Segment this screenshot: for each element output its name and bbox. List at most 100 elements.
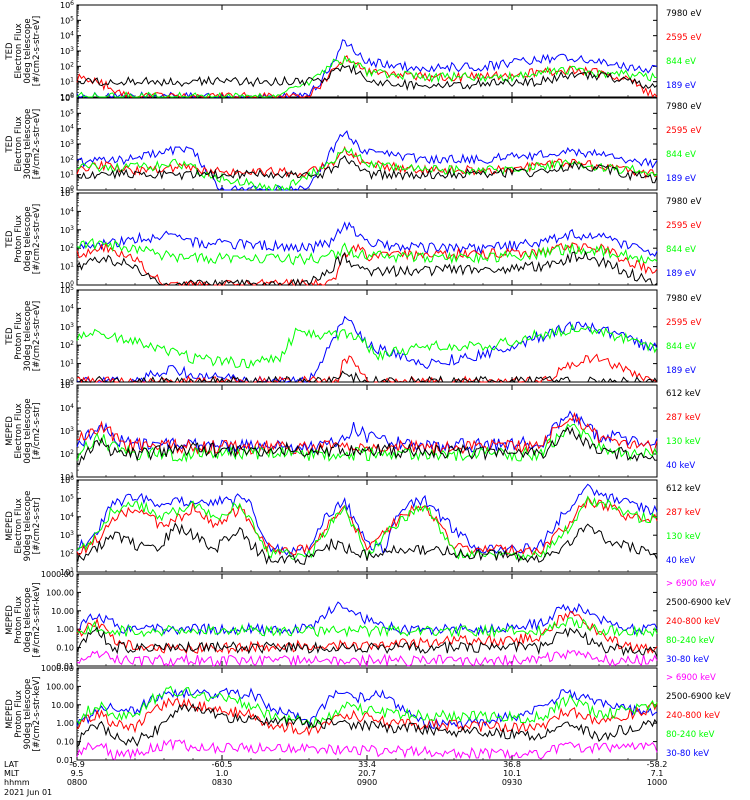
y-tick-label: 105	[60, 493, 74, 503]
legend-entry: 844 eV	[666, 245, 696, 255]
legend-entry: > 6900 keV	[666, 673, 716, 683]
legend-entry: 189 eV	[666, 269, 696, 279]
series-line-black	[76, 703, 658, 748]
y-tick-label: 106	[60, 475, 74, 485]
series-line-magenta	[76, 738, 658, 761]
y-tick-label: 100	[60, 92, 74, 102]
series-line-blue	[76, 39, 658, 99]
y-tick-label: 0.10	[56, 738, 74, 747]
series-line-red	[76, 241, 658, 287]
y-tick-label: 101	[60, 262, 74, 272]
legend-entry: 189 eV	[666, 366, 696, 376]
y-tick-label: 100	[60, 377, 74, 387]
y-tick-label: 105	[60, 188, 74, 198]
y-axis-label: MEPED	[5, 605, 15, 635]
y-axis-label: Electron Flux	[14, 403, 24, 458]
legend-entry: 7980 eV	[666, 197, 702, 207]
legend-entry: 2595 eV	[666, 126, 702, 136]
y-tick-label: 1.00	[56, 625, 74, 634]
y-tick-label: 10.00	[51, 607, 74, 616]
y-axis-label: 0deg telescope	[23, 18, 33, 83]
panel-7: 0.01 0.10 1.00 10.00 100.00 1000.00 MEPED Proto…	[5, 570, 731, 671]
y-axis-label: [#/cm2-s-str-keV]	[32, 677, 42, 752]
y-axis-label: [#/cm2-s-str-keV]	[32, 583, 42, 658]
panel-8: 0.01 0.10 1.00 10.00 100.00 1000.00 MEPED Proto…	[5, 664, 731, 765]
panel-5: 101 102 103 104 105 MEPED Electron Flux 0deg te…	[5, 380, 701, 482]
y-axis-label: MEPED	[5, 699, 15, 729]
y-tick-label: 104	[60, 31, 74, 41]
panel-3: 100 101 102 103 104 105 TED Proton Flux 0deg tel…	[5, 188, 702, 290]
y-axis-label: Proton Flux	[14, 690, 24, 738]
x-tick-label-hhmm: 0800	[67, 778, 87, 787]
x-tick-label-mlt: 7.1	[651, 769, 664, 778]
y-tick-label: 101	[60, 77, 74, 87]
x-tick-label-lat: -60.5	[212, 760, 233, 769]
x-row-label-hhmm: hhmm	[4, 778, 30, 787]
y-axis-label: 0deg telescope	[23, 398, 33, 463]
y-axis-label: MEPED	[5, 511, 15, 541]
x-tick-label-lat: 33.4	[358, 760, 376, 769]
x-row-label-mlt: MLT	[4, 769, 19, 778]
legend-entry: 2595 eV	[666, 318, 702, 328]
legend-entry: 844 eV	[666, 342, 696, 352]
legend-entry: 2500-6900 keV	[666, 598, 731, 608]
series-line-green	[76, 55, 658, 98]
legend-entry: 130 keV	[666, 532, 701, 542]
y-tick-label: 10.00	[51, 701, 74, 710]
y-axis-label: MEPED	[5, 416, 15, 446]
y-axis-label: TED	[5, 135, 15, 154]
legend-entry: 130 keV	[666, 437, 701, 447]
x-tick-label-lat: -58.2	[647, 760, 668, 769]
y-tick-label: 0.01	[56, 756, 74, 765]
y-axis-label: [#/cm2-s-str]	[32, 498, 42, 555]
x-tick-label-mlt: 1.0	[216, 769, 229, 778]
legend-entry: 7980 eV	[666, 294, 702, 304]
legend-entry: 30-80 keV	[666, 749, 709, 759]
panel-4: 100 101 102 103 104 105 TED Proton Flux 30deg te…	[5, 285, 702, 387]
y-tick-label: 104	[60, 206, 74, 216]
legend-entry: 612 keV	[666, 389, 701, 399]
y-tick-label: 102	[60, 449, 74, 459]
y-tick-label: 103	[60, 225, 74, 235]
series-line-blue	[76, 483, 658, 557]
series-line-red	[76, 411, 658, 456]
legend-entry: 240-800 keV	[666, 617, 720, 627]
legend-entry: 2500-6900 keV	[666, 692, 731, 702]
y-tick-label: 105	[60, 108, 74, 118]
panel-1: 100 101 102 103 104 105 106 TED Electron Flux 0de…	[5, 0, 702, 102]
y-tick-label: 101	[60, 472, 74, 482]
panel-frame	[76, 97, 658, 191]
x-tick-label-hhmm: 1000	[647, 778, 667, 787]
y-axis-label: [#/cm2-s-str-eV]	[32, 16, 42, 86]
legend-entry: 80-240 keV	[666, 636, 715, 646]
y-axis-label: Electron Flux	[14, 498, 24, 553]
series-line-blue	[76, 601, 658, 637]
series-line-red	[76, 697, 658, 737]
series-line-black	[76, 250, 658, 287]
y-axis-label: 0deg telescope	[23, 206, 33, 271]
series-line-green	[76, 237, 658, 266]
y-tick-label: 104	[60, 124, 74, 134]
y-tick-label: 105	[60, 380, 74, 390]
y-tick-label: 104	[60, 512, 74, 522]
legend-entry: 40 keV	[666, 461, 695, 471]
y-axis-label: [#/cm2-s-str-eV]	[32, 109, 42, 179]
y-tick-label: 103	[60, 322, 74, 332]
y-tick-label: 1000.00	[41, 570, 74, 579]
series-line-blue	[76, 130, 658, 191]
y-tick-label: 100.00	[46, 588, 74, 597]
y-tick-label: 103	[60, 139, 74, 149]
panel-2: 100 101 102 103 104 105 106 TED Electron Flux 30d…	[5, 93, 702, 195]
y-tick-label: 103	[60, 426, 74, 436]
legend-entry: > 6900 keV	[666, 579, 716, 589]
y-tick-label: 1000.00	[41, 664, 74, 673]
y-axis-label: TED	[5, 327, 15, 346]
y-tick-label: 106	[60, 93, 74, 103]
x-tick-label-hhmm: 0900	[357, 778, 377, 787]
y-axis-label: 90deg telescope	[23, 679, 33, 750]
y-axis-label: [#/cm2-s-str-eV]	[32, 204, 42, 274]
legend-entry: 287 keV	[666, 413, 701, 423]
figure-date: 2021 Jun 01	[4, 788, 52, 797]
x-tick-label-hhmm: 0830	[212, 778, 232, 787]
